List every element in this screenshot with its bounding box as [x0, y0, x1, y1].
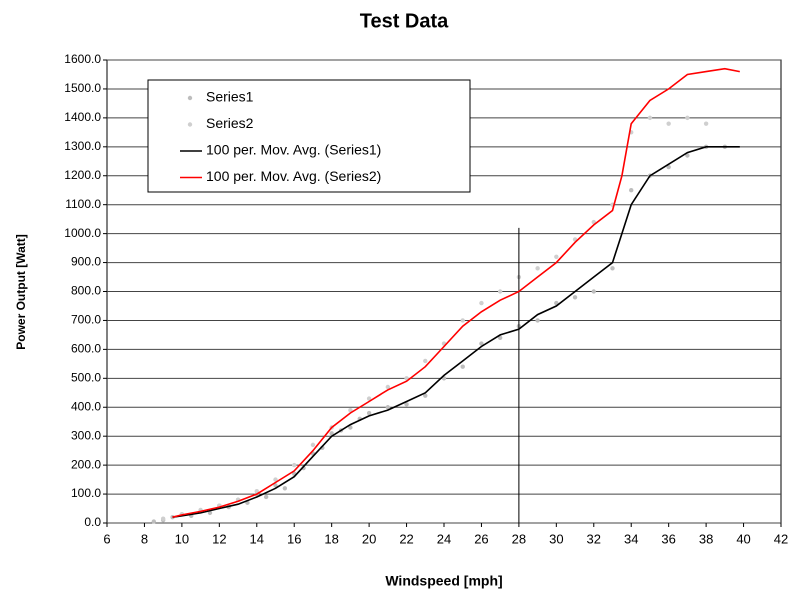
chart-title: Test Data: [360, 10, 449, 32]
y-tick-label: 1600.0: [64, 52, 101, 66]
y-tick-label: 100.0: [71, 486, 101, 500]
x-tick-label: 16: [287, 531, 301, 546]
scatter-point: [497, 335, 503, 340]
scatter-point: [151, 519, 157, 524]
legend-label: 100 per. Mov. Avg. (Series1): [206, 142, 381, 158]
y-tick-label: 400.0: [71, 399, 101, 413]
scatter-point: [497, 289, 503, 294]
x-tick-label: 12: [212, 531, 226, 546]
x-tick-label: 24: [437, 531, 451, 546]
x-tick-label: 40: [736, 531, 750, 546]
scatter-point: [591, 289, 596, 294]
scatter-point: [423, 393, 428, 398]
moving-average-line: [172, 146, 740, 518]
x-tick-label: 28: [512, 531, 526, 546]
scatter-point: [310, 442, 316, 448]
scatter-point: [273, 483, 278, 488]
legend-marker: [187, 95, 193, 101]
y-tick-label: 800.0: [71, 284, 101, 298]
legend-marker: [187, 122, 193, 127]
scatter-point: [460, 364, 465, 369]
x-tick-label: 32: [587, 531, 601, 546]
scatter-point: [160, 516, 166, 521]
y-tick-label: 1100.0: [65, 197, 101, 211]
scatter-point: [292, 462, 297, 468]
legend-box: [147, 79, 471, 193]
scatter-point: [348, 407, 353, 413]
x-tick-label: 14: [250, 531, 264, 546]
scatter-point: [348, 425, 353, 430]
x-tick-label: 8: [141, 531, 148, 546]
x-tick-label: 6: [103, 531, 110, 546]
moving-average-line: [172, 67, 740, 518]
y-tick-label: 900.0: [71, 255, 101, 269]
scatter-point: [685, 115, 690, 121]
scatter-point: [273, 477, 278, 482]
x-tick-label: 38: [699, 531, 713, 546]
y-tick-label: 1500.0: [64, 81, 101, 95]
scatter-point: [460, 318, 465, 323]
legend-label: 100 per. Mov. Avg. (Series2): [206, 168, 381, 184]
scatter-point: [254, 488, 259, 494]
scatter-point: [366, 396, 372, 401]
x-tick-label: 34: [624, 531, 638, 546]
y-tick-label: 600.0: [71, 342, 101, 356]
x-tick-label: 42: [774, 531, 788, 546]
scatter-point: [423, 358, 428, 364]
scatter-point: [629, 188, 634, 193]
scatter-point: [479, 300, 484, 306]
y-tick-label: 1000.0: [64, 226, 101, 240]
legend-label: Series2: [206, 115, 254, 131]
x-tick-label: 20: [362, 531, 376, 546]
scatter-point: [572, 295, 578, 300]
y-tick-label: 1200.0: [64, 168, 101, 182]
scatter-point: [385, 384, 391, 390]
scatter-point: [479, 341, 484, 346]
scatter-point: [329, 431, 334, 436]
scatter-point: [535, 266, 540, 271]
scatter-point: [703, 121, 709, 126]
scatter-point: [685, 153, 690, 158]
y-tick-label: 700.0: [71, 313, 101, 327]
x-tick-label: 36: [661, 531, 675, 546]
y-tick-label: 0.0: [84, 515, 101, 529]
x-axis-label: Windspeed [mph]: [385, 573, 502, 589]
scatter-point: [610, 266, 615, 271]
y-tick-label: 300.0: [71, 428, 101, 442]
y-tick-label: 1300.0: [64, 139, 101, 153]
scatter-point: [666, 121, 671, 126]
scatter-point: [535, 318, 540, 323]
x-tick-label: 10: [175, 531, 189, 546]
scatter-point: [666, 164, 671, 170]
y-tick-label: 200.0: [71, 457, 101, 471]
scatter-point: [404, 402, 409, 407]
scatter-point: [554, 254, 559, 259]
y-axis-label: Power Output [Watt]: [14, 234, 28, 350]
x-tick-label: 18: [324, 531, 338, 546]
x-tick-label: 22: [399, 531, 413, 546]
legend-label: Series1: [206, 89, 254, 105]
x-tick-label: 26: [474, 531, 488, 546]
y-tick-label: 1400.0: [64, 110, 101, 124]
scatter-point: [282, 486, 288, 491]
scatter-point: [366, 410, 372, 416]
y-tick-label: 500.0: [71, 370, 101, 384]
scatter-point: [263, 494, 269, 500]
scatter-point: [385, 405, 391, 410]
scatter-point: [647, 115, 653, 121]
x-tick-label: 30: [549, 531, 563, 546]
